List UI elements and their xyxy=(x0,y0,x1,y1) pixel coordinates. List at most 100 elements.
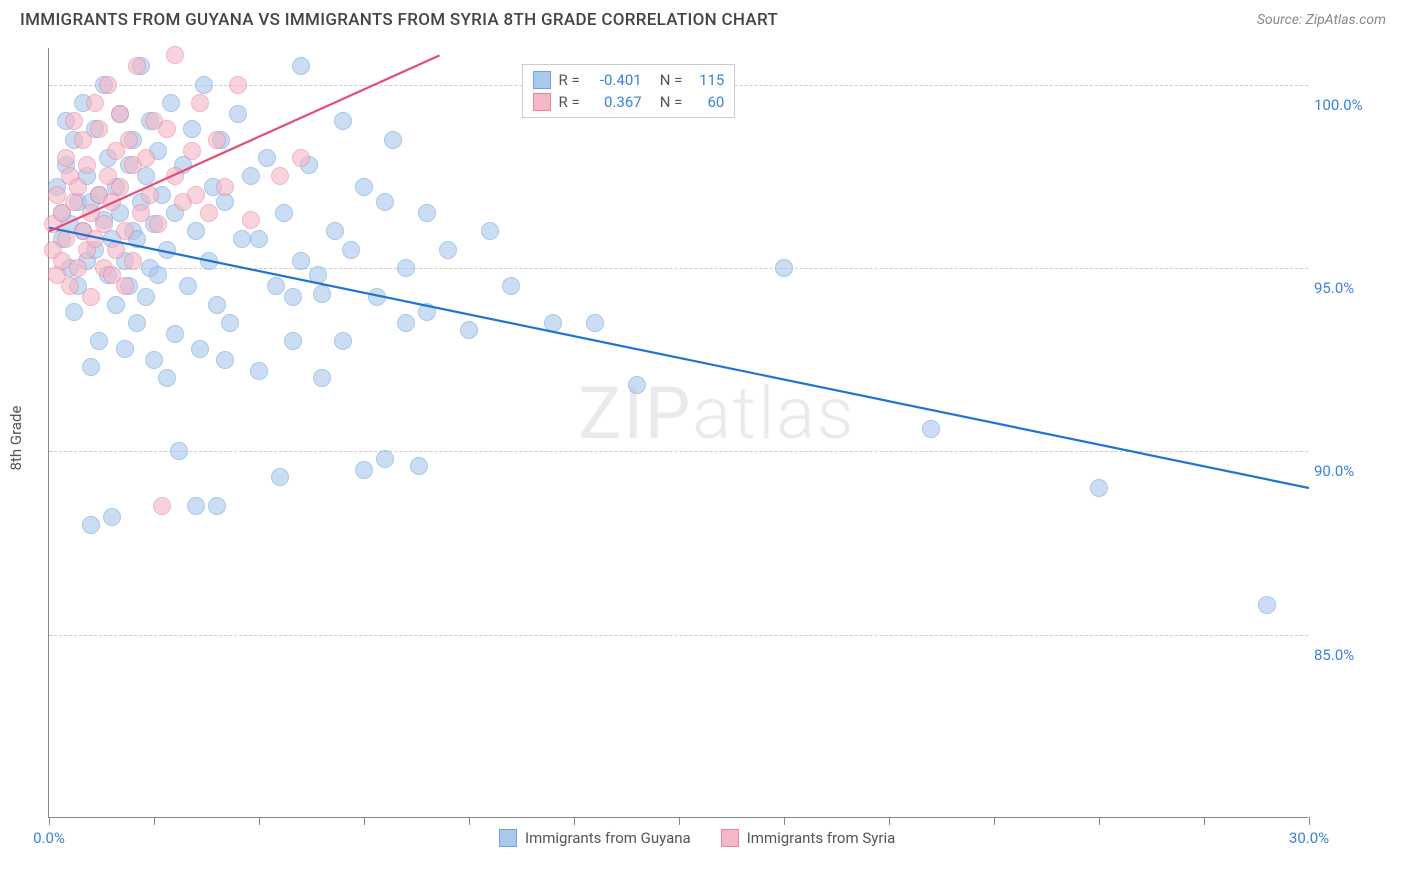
scatter-point xyxy=(208,131,226,149)
legend-swatch xyxy=(721,829,739,847)
scatter-point xyxy=(242,167,260,185)
scatter-point xyxy=(61,277,79,295)
scatter-point xyxy=(187,222,205,240)
legend-stats: R =-0.401N =115R =0.367N =60 xyxy=(522,64,736,118)
scatter-point xyxy=(208,497,226,515)
scatter-point xyxy=(166,325,184,343)
scatter-point xyxy=(78,156,96,174)
scatter-point xyxy=(132,204,150,222)
y-tick-label: 100.0% xyxy=(1314,96,1394,114)
x-tick xyxy=(154,817,155,825)
scatter-point xyxy=(99,76,117,94)
scatter-point xyxy=(82,358,100,376)
scatter-point xyxy=(418,303,436,321)
scatter-point xyxy=(137,288,155,306)
scatter-point xyxy=(384,131,402,149)
chart-title: IMMIGRANTS FROM GUYANA VS IMMIGRANTS FRO… xyxy=(20,10,778,30)
scatter-point xyxy=(275,204,293,222)
scatter-point xyxy=(124,252,142,270)
scatter-point xyxy=(195,76,213,94)
scatter-point xyxy=(586,314,604,332)
x-tick xyxy=(49,817,50,825)
scatter-point xyxy=(116,222,134,240)
scatter-point xyxy=(145,351,163,369)
scatter-point xyxy=(271,167,289,185)
scatter-point xyxy=(216,178,234,196)
scatter-point xyxy=(628,376,646,394)
legend-n-label: N = xyxy=(660,91,683,113)
scatter-point xyxy=(284,288,302,306)
legend-stats-row: R =0.367N =60 xyxy=(533,91,725,113)
scatter-point xyxy=(326,222,344,240)
chart-header: IMMIGRANTS FROM GUYANA VS IMMIGRANTS FRO… xyxy=(0,0,1406,38)
scatter-point xyxy=(137,149,155,167)
scatter-point xyxy=(292,149,310,167)
scatter-point xyxy=(200,252,218,270)
x-tick xyxy=(364,817,365,825)
y-tick-label: 90.0% xyxy=(1314,462,1394,480)
scatter-point xyxy=(355,178,373,196)
x-tick xyxy=(994,817,995,825)
scatter-point xyxy=(334,332,352,350)
scatter-point xyxy=(120,131,138,149)
scatter-point xyxy=(166,167,184,185)
scatter-point xyxy=(158,369,176,387)
scatter-point xyxy=(69,259,87,277)
scatter-point xyxy=(128,57,146,75)
scatter-point xyxy=(229,76,247,94)
scatter-point xyxy=(418,204,436,222)
scatter-point xyxy=(775,259,793,277)
x-tick xyxy=(1309,817,1310,825)
scatter-point xyxy=(397,314,415,332)
scatter-point xyxy=(191,340,209,358)
x-tick xyxy=(1204,817,1205,825)
scatter-point xyxy=(1258,596,1276,614)
scatter-point xyxy=(107,296,125,314)
scatter-point xyxy=(116,340,134,358)
scatter-point xyxy=(309,266,327,284)
scatter-point xyxy=(170,442,188,460)
scatter-point xyxy=(103,508,121,526)
scatter-point xyxy=(1090,479,1108,497)
scatter-point xyxy=(69,178,87,196)
scatter-point xyxy=(57,230,75,248)
scatter-point xyxy=(82,516,100,534)
legend-series: Immigrants from GuyanaImmigrants from Sy… xyxy=(499,829,895,847)
scatter-point xyxy=(187,497,205,515)
scatter-point xyxy=(149,266,167,284)
scatter-point xyxy=(410,457,428,475)
scatter-point xyxy=(111,105,129,123)
scatter-point xyxy=(544,314,562,332)
watermark: ZIPatlas xyxy=(578,371,855,456)
scatter-point xyxy=(86,94,104,112)
chart-container: 8th Grade ZIPatlas 85.0%90.0%95.0%100.0%… xyxy=(0,38,1406,838)
scatter-point xyxy=(267,277,285,295)
scatter-point xyxy=(82,288,100,306)
scatter-point xyxy=(158,120,176,138)
scatter-point xyxy=(284,332,302,350)
scatter-point xyxy=(376,193,394,211)
scatter-point xyxy=(292,57,310,75)
scatter-point xyxy=(65,303,83,321)
scatter-point xyxy=(368,288,386,306)
legend-series-label: Immigrants from Syria xyxy=(747,829,896,847)
legend-r-value: -0.401 xyxy=(588,69,642,91)
scatter-point xyxy=(149,215,167,233)
gridline-h xyxy=(49,268,1308,269)
scatter-point xyxy=(141,186,159,204)
scatter-point xyxy=(116,277,134,295)
scatter-point xyxy=(481,222,499,240)
legend-n-value: 60 xyxy=(690,91,724,113)
scatter-point xyxy=(271,468,289,486)
legend-r-label: R = xyxy=(559,91,580,113)
scatter-point xyxy=(208,296,226,314)
scatter-point xyxy=(153,497,171,515)
gridline-h xyxy=(49,635,1308,636)
x-tick xyxy=(259,817,260,825)
scatter-point xyxy=(57,149,75,167)
x-tick xyxy=(784,817,785,825)
y-axis-label: 8th Grade xyxy=(7,406,25,471)
scatter-point xyxy=(48,186,66,204)
legend-swatch xyxy=(533,93,551,111)
scatter-point xyxy=(233,230,251,248)
